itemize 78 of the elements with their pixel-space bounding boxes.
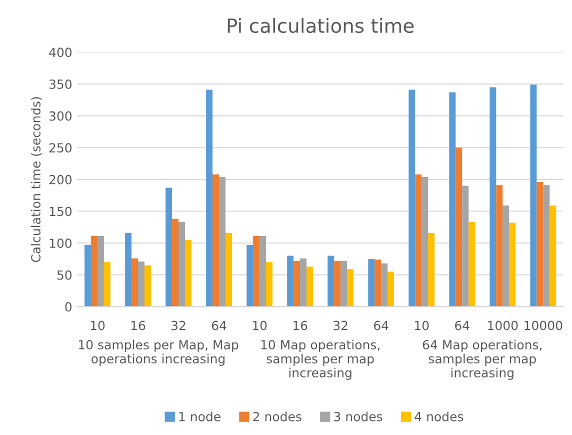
bar	[226, 232, 232, 307]
bar	[415, 174, 422, 307]
bar	[340, 260, 348, 307]
bar	[368, 258, 375, 307]
bar	[97, 236, 104, 307]
x-tick-label: 16	[131, 320, 146, 330]
bar	[456, 148, 462, 307]
y-tick-label: 150	[50, 206, 72, 216]
y-tick-label: 250	[49, 143, 72, 153]
bar	[266, 262, 273, 307]
bar	[428, 232, 435, 307]
bar	[388, 272, 394, 307]
legend-label: 3 nodes	[334, 412, 382, 422]
y-tick-label: 200	[49, 174, 72, 184]
bar	[408, 90, 416, 307]
x-tick-label: 64	[455, 320, 470, 330]
y-tick-label: 0	[65, 302, 72, 312]
bar	[144, 265, 151, 307]
x-tick-label: 64	[374, 320, 388, 330]
y-tick-label: 350	[49, 79, 72, 89]
bar	[287, 256, 294, 307]
bar	[306, 266, 314, 307]
y-tick-label: 100	[50, 238, 72, 248]
bar	[530, 84, 537, 307]
bar	[166, 188, 172, 307]
x-tick-label: 10	[252, 320, 267, 330]
bar	[496, 185, 503, 307]
bar	[374, 260, 382, 307]
bar	[449, 92, 456, 307]
text: 10 Map operations, samples per map increasing	[261, 340, 380, 380]
x-tick-label: 32	[334, 320, 348, 330]
bar	[260, 236, 266, 307]
bar	[132, 258, 138, 307]
bar	[422, 176, 428, 307]
x-tick-label: 10000	[524, 320, 562, 330]
bar	[246, 244, 254, 307]
bar	[172, 218, 179, 307]
bar	[219, 176, 226, 307]
bar	[502, 206, 510, 307]
bar	[334, 260, 341, 307]
y-tick-label: 400	[49, 48, 72, 58]
x-tick-label: 1000	[488, 320, 518, 330]
bar	[206, 90, 213, 307]
bar	[178, 222, 185, 307]
bar	[294, 260, 300, 307]
bar	[468, 222, 476, 307]
y-tick-label: 300	[49, 111, 72, 121]
legend-label: 2 nodes	[253, 412, 302, 422]
bar	[184, 240, 192, 307]
bar	[300, 258, 307, 307]
bar	[104, 262, 110, 307]
x-tick-label: 10	[415, 320, 429, 330]
bar	[90, 236, 98, 307]
legend-label: 4 nodes	[414, 412, 464, 422]
text: 10 samples per Map, Map operations increasing	[79, 340, 238, 366]
bar	[550, 206, 556, 307]
chart-title: Pi calculations time	[228, 18, 414, 34]
bar	[490, 87, 496, 307]
bar	[138, 262, 144, 307]
x-tick-label: 16	[293, 320, 308, 330]
y-tick-label: 50	[57, 270, 72, 280]
bar	[543, 185, 550, 307]
bar	[381, 263, 388, 307]
bar	[536, 182, 544, 307]
bar	[462, 186, 469, 307]
text: 64 Map operations, samples per map increasing	[422, 340, 542, 380]
bar	[212, 174, 220, 307]
bar	[84, 244, 91, 307]
bar	[509, 222, 516, 307]
bar	[328, 256, 334, 307]
legend-label: 1 node	[179, 412, 220, 422]
bar	[347, 269, 354, 307]
x-tick-label: 32	[172, 320, 186, 330]
x-tick-label: 64	[212, 320, 226, 330]
bar	[125, 232, 132, 307]
x-tick-label: 10	[90, 320, 105, 330]
bar	[253, 236, 260, 307]
y-axis-title: Calculation time (seconds)	[30, 97, 42, 262]
